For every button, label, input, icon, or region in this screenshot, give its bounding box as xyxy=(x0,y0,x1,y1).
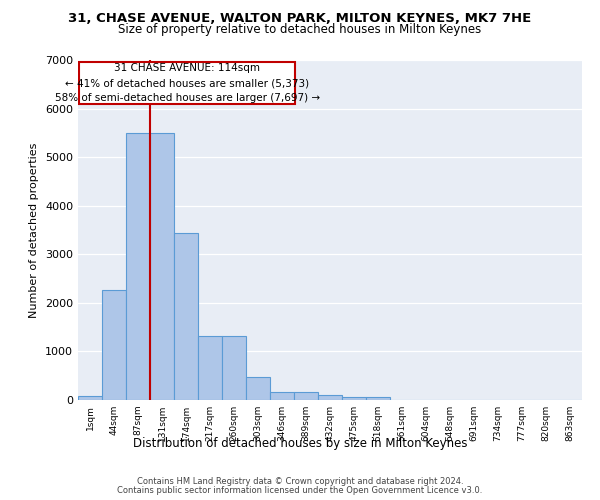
Bar xyxy=(78,396,102,400)
Bar xyxy=(150,133,174,400)
Text: 31, CHASE AVENUE, WALTON PARK, MILTON KEYNES, MK7 7HE: 31, CHASE AVENUE, WALTON PARK, MILTON KE… xyxy=(68,12,532,26)
Text: Distribution of detached houses by size in Milton Keynes: Distribution of detached houses by size … xyxy=(133,438,467,450)
Bar xyxy=(102,290,126,400)
Text: Size of property relative to detached houses in Milton Keynes: Size of property relative to detached ho… xyxy=(118,22,482,36)
Bar xyxy=(174,234,198,400)
Bar xyxy=(318,395,342,400)
Text: Contains public sector information licensed under the Open Government Licence v3: Contains public sector information licen… xyxy=(118,486,482,495)
Bar xyxy=(246,377,270,400)
Bar xyxy=(222,336,246,400)
Text: Contains HM Land Registry data © Crown copyright and database right 2024.: Contains HM Land Registry data © Crown c… xyxy=(137,478,463,486)
Bar xyxy=(270,392,294,400)
Bar xyxy=(294,392,318,400)
Bar xyxy=(366,396,390,400)
Bar xyxy=(126,133,150,400)
Bar xyxy=(198,336,222,400)
Text: 31 CHASE AVENUE: 114sqm
← 41% of detached houses are smaller (5,373)
58% of semi: 31 CHASE AVENUE: 114sqm ← 41% of detache… xyxy=(55,64,320,103)
Y-axis label: Number of detached properties: Number of detached properties xyxy=(29,142,40,318)
FancyBboxPatch shape xyxy=(79,62,295,104)
Bar xyxy=(342,396,366,400)
